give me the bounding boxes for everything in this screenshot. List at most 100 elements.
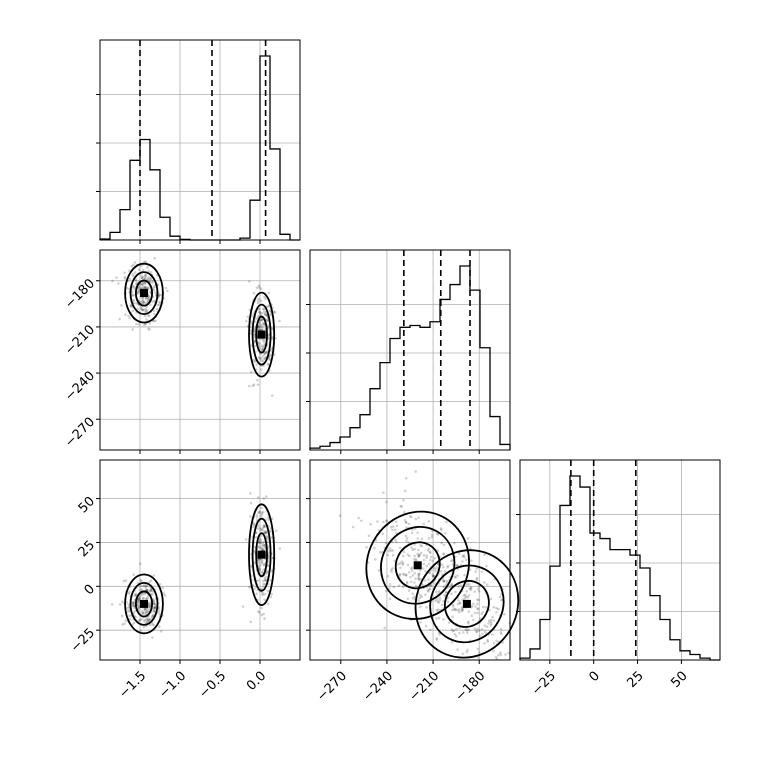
sample-point: [418, 572, 421, 575]
sample-point: [265, 319, 269, 322]
sample-point: [408, 515, 412, 518]
sample-point: [137, 598, 141, 601]
sample-point: [417, 575, 421, 578]
density-contour: [134, 279, 153, 307]
sample-point: [449, 575, 452, 579]
sample-point: [249, 620, 253, 624]
sample-point: [149, 588, 153, 591]
sample-point: [390, 570, 393, 573]
sample-point: [461, 560, 464, 563]
sample-point: [483, 630, 487, 634]
sample-point: [473, 627, 477, 631]
sample-point: [483, 553, 486, 557]
sample-point: [438, 555, 442, 559]
sample-point: [149, 277, 153, 281]
panel-gridlines: [306, 250, 510, 454]
sample-point: [264, 531, 267, 535]
sample-point: [261, 548, 265, 551]
sample-point: [461, 608, 465, 611]
sample-point: [144, 585, 147, 588]
sample-point: [492, 605, 496, 609]
sample-point: [472, 618, 475, 622]
density-peak: [257, 330, 266, 339]
sample-point: [124, 579, 128, 582]
sample-point: [132, 601, 136, 604]
sample-point: [398, 572, 402, 576]
sample-point: [477, 651, 481, 654]
sample-point: [436, 610, 440, 614]
sample-point: [450, 592, 453, 595]
sample-point: [261, 326, 264, 329]
density-peak: [140, 599, 148, 608]
sample-point: [117, 282, 120, 285]
sample-point: [278, 547, 282, 550]
sample-point: [425, 554, 428, 557]
sample-point: [269, 353, 272, 356]
sample-point: [411, 569, 414, 572]
sample-point: [442, 618, 445, 621]
sample-point: [457, 585, 461, 588]
sample-point: [499, 627, 503, 631]
sample-point: [442, 579, 446, 583]
sample-point: [257, 561, 260, 565]
sample-point: [261, 579, 265, 583]
sample-point: [143, 607, 147, 611]
sample-point: [250, 344, 253, 347]
sample-point: [259, 318, 262, 322]
sample-point: [422, 562, 426, 566]
sample-point: [131, 601, 135, 604]
sample-point: [259, 540, 263, 543]
sample-point: [261, 510, 265, 514]
sample-point: [456, 648, 459, 651]
sample-point: [457, 552, 461, 555]
sample-point: [476, 656, 480, 659]
sample-point: [436, 563, 440, 566]
sample-point: [417, 599, 420, 602]
sample-point: [453, 541, 456, 545]
sample-point: [256, 378, 259, 382]
sample-point: [399, 504, 403, 508]
sample-point: [267, 545, 270, 548]
sample-point: [461, 608, 464, 612]
sample-point: [263, 578, 267, 582]
sample-point: [262, 543, 265, 547]
sample-point: [141, 275, 145, 279]
sample-point: [150, 615, 154, 618]
sample-point: [438, 591, 442, 594]
panel-gridlines: [306, 460, 510, 664]
sample-point: [377, 569, 381, 572]
sample-point: [411, 596, 415, 600]
sample-point: [147, 275, 150, 279]
sample-point: [139, 584, 142, 588]
sample-point: [401, 561, 405, 565]
sample-point: [259, 313, 262, 317]
sample-point: [158, 293, 161, 297]
sample-point: [147, 605, 151, 608]
sample-point: [403, 518, 407, 522]
sample-point: [142, 597, 145, 600]
sample-point: [398, 573, 402, 577]
sample-point: [152, 287, 155, 290]
sample-point: [262, 585, 265, 589]
sample-point: [476, 607, 480, 611]
sample-point: [499, 651, 502, 654]
sample-point: [485, 583, 489, 586]
sample-point: [413, 581, 416, 584]
sample-point: [152, 600, 155, 603]
sample-point: [153, 312, 156, 316]
sample-point: [161, 586, 164, 590]
panel-gridlines: [516, 460, 720, 664]
sample-point: [478, 629, 481, 632]
sample-point: [261, 526, 265, 529]
density-contour: [429, 564, 505, 644]
sample-point: [460, 607, 464, 610]
sample-point: [132, 573, 135, 576]
sample-point: [417, 578, 421, 582]
x-tick-label: 50: [668, 669, 690, 691]
sample-point: [127, 314, 130, 318]
sample-point: [427, 590, 430, 593]
sample-point: [259, 534, 263, 538]
sample-point: [263, 530, 267, 533]
sample-point: [258, 545, 261, 549]
sample-point: [271, 337, 274, 341]
